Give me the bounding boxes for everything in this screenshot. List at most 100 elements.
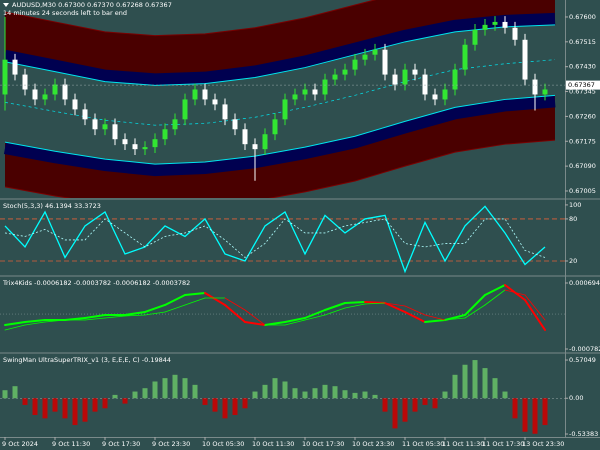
y-tick-label: 0.67430 [569, 63, 596, 71]
trix-segment [364, 302, 386, 305]
band-line [4, 94, 556, 165]
histogram-bar [42, 398, 48, 419]
histogram-bar [502, 391, 508, 399]
histogram-bar [482, 368, 488, 399]
candle-body [492, 21, 498, 25]
x-tick-label: 9 Oct 17:30 [102, 440, 140, 448]
panel-title: Stoch(5,3,3) 46.1394 33.3723 [3, 202, 101, 210]
trix-segment [124, 314, 146, 317]
histogram-bar [452, 374, 458, 399]
trix-segment [24, 321, 46, 326]
trix-segment [344, 303, 366, 309]
trix-segment [184, 291, 206, 296]
candle-body [182, 99, 188, 120]
band-outer [4, 139, 556, 198]
candle-body [162, 129, 168, 140]
trix-segment [524, 298, 546, 331]
y-tick-label: 0.67175 [569, 137, 596, 145]
candle-body [392, 74, 398, 85]
stoch-line [4, 218, 546, 258]
swing-panel [0, 360, 565, 434]
candle-body [22, 74, 28, 90]
candle-body [222, 104, 228, 120]
candle-body [2, 59, 8, 95]
chart-title: AUDUSD,M30 0.67300 0.67370 0.67268 0.673… [12, 1, 172, 9]
histogram-bar [132, 391, 138, 399]
histogram-bar [2, 390, 8, 399]
y-tick-label: 80 [569, 215, 577, 223]
panel-title: Trix4Kids -0.0006182 -0.0003782 -0.00061… [2, 279, 190, 287]
trix-segment [444, 317, 466, 321]
x-tick-label: 11 Oct 05:30 [402, 440, 444, 448]
trix-segment [124, 310, 146, 316]
candle-body [282, 99, 288, 120]
histogram-bar [392, 398, 398, 429]
histogram-bar [292, 388, 298, 399]
candle-body [122, 139, 128, 145]
trix-segment [404, 310, 426, 323]
histogram-bar [442, 391, 448, 399]
trix-segment [524, 294, 546, 321]
histogram-bar [362, 391, 368, 399]
y-tick-label: 0.57049 [569, 356, 596, 364]
candle-body [382, 49, 388, 75]
histogram-bar [172, 374, 178, 399]
y-tick-label: 0.67090 [569, 162, 596, 170]
candle-body [112, 124, 118, 140]
trix-segment [164, 293, 186, 306]
histogram-bar [262, 384, 268, 399]
candle-body [352, 59, 358, 70]
x-tick-label: 13 Oct 23:30 [522, 440, 564, 448]
y-tick-label: 0.67600 [569, 13, 596, 21]
histogram-bar [532, 398, 538, 434]
histogram-bar [162, 378, 168, 399]
candle-body [322, 79, 328, 95]
x-tick-label: 11 Oct 17:30 [482, 440, 524, 448]
candle-body [292, 94, 298, 100]
trix-segment [4, 324, 26, 331]
trix-segment [144, 303, 166, 313]
trix-segment [284, 319, 306, 326]
trix-segment [84, 313, 106, 319]
histogram-bar [12, 386, 18, 399]
histogram-bar [352, 392, 358, 399]
stoch-panel [0, 205, 565, 274]
histogram-bar [142, 388, 148, 399]
trix-segment [224, 297, 246, 311]
histogram-bar [522, 398, 528, 432]
histogram-bar [232, 398, 238, 415]
x-tick-label: 10 Oct 17:30 [302, 440, 344, 448]
band-edge [3, 95, 556, 177]
candle-body [142, 147, 148, 150]
trix-segment [384, 302, 406, 307]
candle-body [272, 119, 278, 135]
candle-body [132, 144, 138, 150]
candle-body [32, 89, 38, 100]
x-tick-label: 10 Oct 05:30 [202, 440, 244, 448]
trix-segment [144, 311, 166, 316]
histogram-bar [542, 398, 548, 426]
trix-segment [304, 308, 326, 319]
trix-segment [504, 289, 526, 296]
histogram-bar [302, 391, 308, 399]
band-edge [3, 12, 556, 86]
trix-segment [324, 301, 346, 311]
trix-segment [244, 309, 266, 326]
trix-segment [4, 320, 26, 326]
x-tick-label: 10 Oct 23:30 [352, 440, 394, 448]
y-tick-label: 0.00 [569, 394, 583, 402]
trix-segment [284, 316, 306, 323]
panel-title: SwingMan UltraSuperTRIX_v1 (3, E,E,E, C)… [3, 356, 171, 364]
trix-panel [0, 283, 565, 331]
histogram-bar [192, 384, 198, 399]
candle-body [332, 74, 338, 80]
candle-body [262, 134, 268, 150]
candle-body [402, 69, 408, 85]
histogram-bar [332, 386, 338, 399]
candle-body [452, 69, 458, 90]
band-outer [4, 0, 377, 37]
axes [0, 0, 600, 440]
candle-body [42, 94, 48, 100]
y-tick-label: 0.0006941 [569, 279, 600, 287]
